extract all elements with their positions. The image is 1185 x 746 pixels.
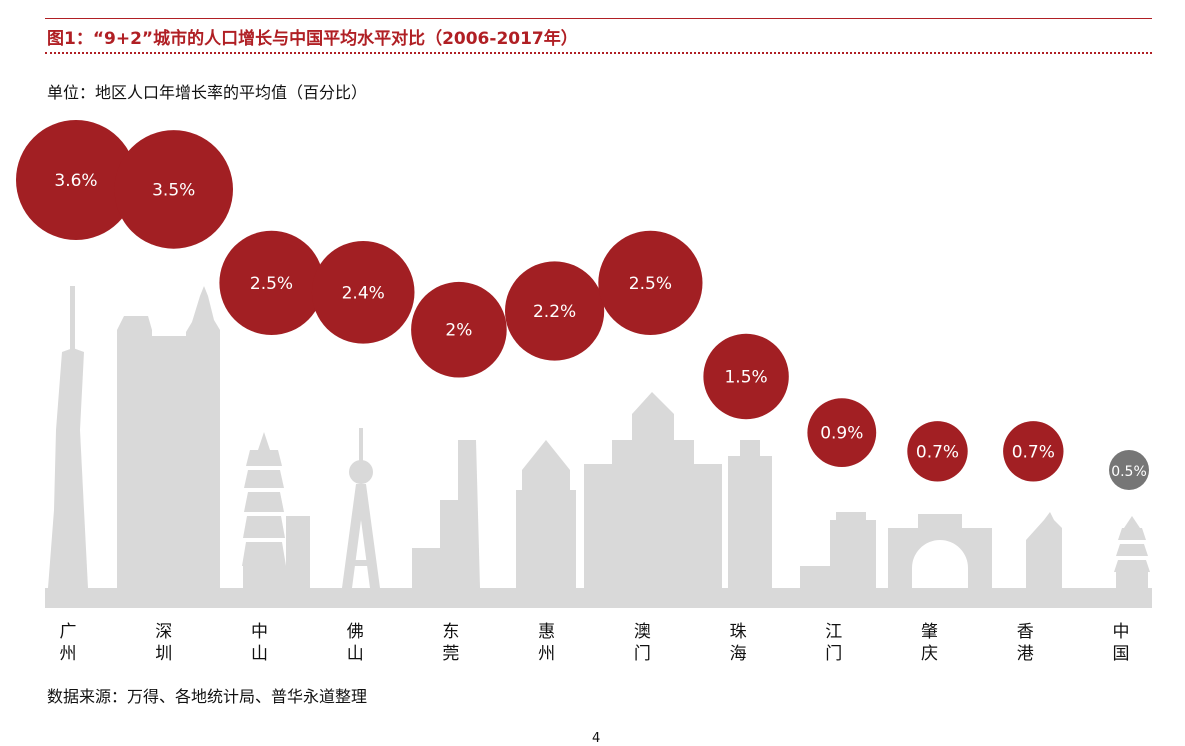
city-label-char: 国 [1113,644,1130,664]
unit-label: 单位：地区人口年增长率的平均值（百分比） [47,83,368,102]
skyline-foshan [342,428,380,588]
bubble-10 [907,421,968,482]
bubble-value-label: 2% [445,321,472,341]
city-label-char: 州 [60,644,77,664]
bubble-5 [411,281,507,378]
skyline-zhuhai [728,440,772,588]
top-rule [45,18,1152,19]
data-source-note: 数据来源：万得、各地统计局、普华永道整理 [47,687,368,706]
skyline-zhaoqing [888,514,992,588]
bubble-value-label: 3.5% [152,180,195,200]
city-label-char: 莞 [442,644,459,664]
city-label-char: 中 [1113,622,1130,642]
bubble-value-label: 1.5% [724,368,767,388]
skyline-china [1114,516,1150,588]
city-label-char: 州 [538,644,555,664]
bubble-7 [598,230,703,335]
city-skyline-illustration [45,286,1152,608]
bubble-6 [504,261,605,361]
bubble-12 [1109,450,1149,490]
city-label-char: 圳 [155,644,172,664]
city-label-char: 门 [634,644,651,664]
bubble-value-label: 3.6% [54,171,97,191]
city-label-char: 深 [155,622,172,642]
bubble-value-label: 0.7% [1012,442,1055,462]
city-label-char: 江 [825,622,842,642]
skyline-shenzhen [117,286,220,588]
skyline-guangzhou-spire [70,286,75,352]
city-label-char: 佛 [347,622,364,642]
bubble-value-label: 2.5% [250,274,293,294]
title-dotted-rule [45,52,1152,54]
city-label-char: 香 [1017,622,1034,642]
city-label-char: 惠 [538,622,555,642]
skyline-dongguan [412,440,480,588]
city-label-char: 门 [825,644,842,664]
skyline-zhongshan [242,432,310,588]
skyline-ground [45,588,1152,608]
bubble-value-label: 0.7% [916,442,959,462]
city-label-char: 山 [347,644,364,664]
city-label-char: 山 [251,644,268,664]
bubble-value-label: 0.5% [1111,464,1147,480]
bubble-4 [311,240,415,344]
city-label-char: 庆 [921,644,938,664]
bubble-3 [219,230,324,335]
city-label-char: 东 [442,622,459,642]
city-label-char: 肇 [921,622,938,642]
city-label-char: 港 [1017,644,1034,664]
city-label-char: 海 [730,644,747,664]
city-label-char: 澳 [634,622,651,642]
chart-title: 图1：“9+2”城市的人口增长与中国平均水平对比（2006-2017年） [47,29,578,49]
bubble-1 [16,120,136,240]
bubble-value-label: 0.9% [820,424,863,444]
bubble-value-label: 2.4% [342,283,385,303]
bubble-11 [1003,421,1064,482]
growth-bubbles: 3.6% 3.5% 2.5% 2.4% 2% 2.2% 2.5% 1.5% 0.9% 0.7% 0.… [16,120,1149,490]
page-number: 4 [592,731,601,746]
skyline-jiangmen [800,512,876,588]
bubble-2 [114,130,233,249]
bubble-value-label: 2.2% [533,302,576,322]
skyline-macau [584,392,722,588]
city-label-char: 广 [60,622,77,642]
bubble-value-label: 2.5% [629,274,672,294]
city-label-char: 珠 [730,622,747,642]
bubble-8 [703,333,789,420]
bubble-9 [807,398,877,467]
skyline-huizhou [516,440,576,588]
city-label-char: 中 [251,622,268,642]
skyline-hongkong [1026,512,1062,588]
skyline-guangzhou [48,348,88,588]
